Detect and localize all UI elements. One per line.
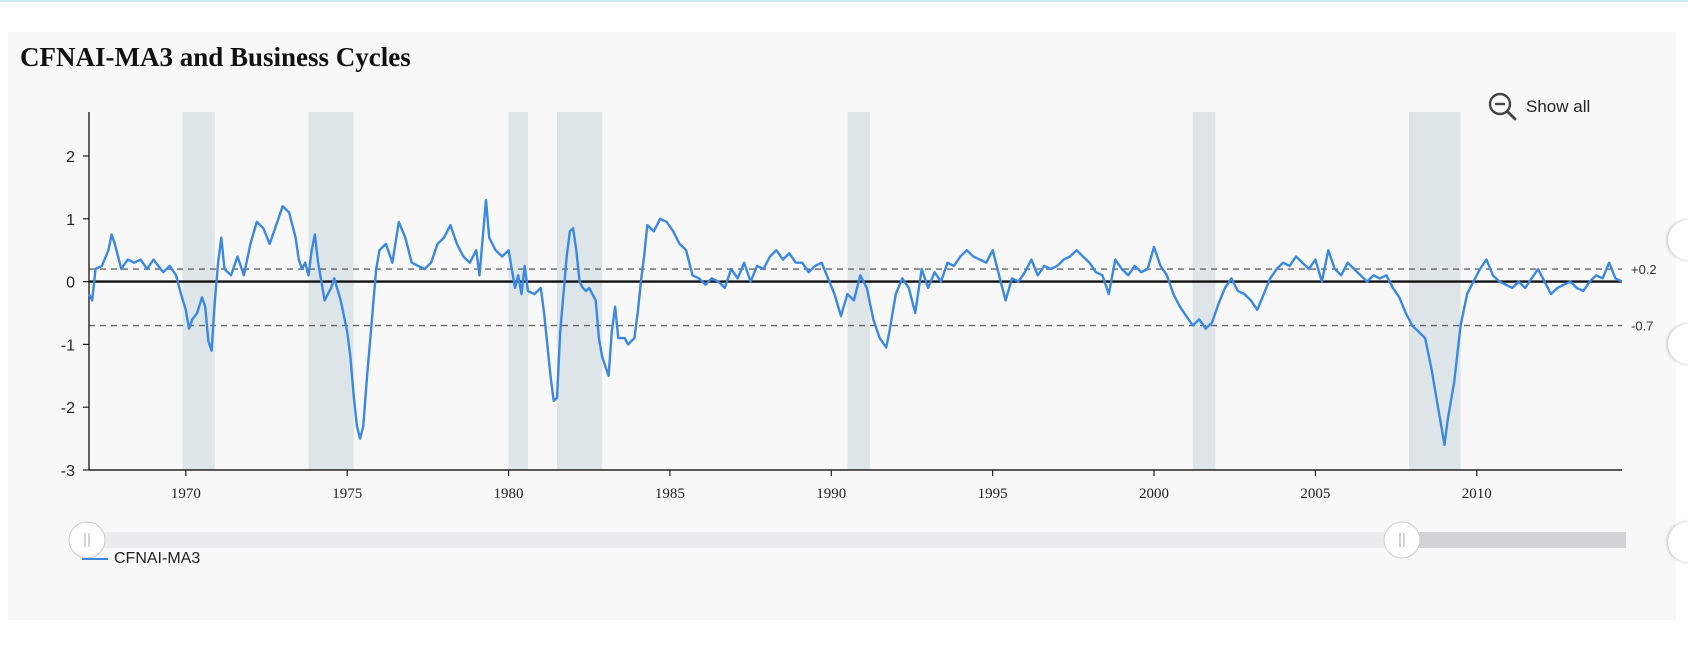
recession-band: [182, 112, 215, 470]
x-tick-label: 2005: [1300, 486, 1330, 502]
y-tick-label: -3: [61, 463, 75, 480]
x-tick-label: 1980: [494, 486, 524, 502]
slider-track: [87, 532, 1626, 548]
x-tick-label: 1990: [816, 486, 846, 502]
slider-handle-right[interactable]: [1383, 521, 1421, 559]
x-tick-label: 1970: [171, 486, 201, 502]
x-tick-label: 2010: [1462, 486, 1492, 502]
legend-item-cfnai-ma3[interactable]: CFNAI-MA3: [82, 550, 200, 568]
axes: 2 1 0 -1 -2 -3 1970 1975 1980 1985 1990 1995 2000 200…: [61, 112, 1622, 502]
recession-bands: [182, 112, 1461, 470]
x-tick-label: 2000: [1139, 486, 1169, 502]
x-tick-label: 1985: [655, 486, 685, 502]
recession-band: [847, 112, 871, 470]
recession-band: [508, 112, 528, 470]
y-tick-label: 1: [66, 212, 75, 229]
y-tick-label: -2: [61, 400, 75, 417]
recession-band: [1408, 112, 1461, 470]
show-all-button[interactable]: Show all: [1488, 92, 1590, 122]
top-divider: [0, 0, 1688, 2]
threshold-label: -0.7: [1631, 319, 1653, 334]
recession-band: [1192, 112, 1216, 470]
threshold-label: +0.2: [1631, 262, 1657, 277]
y-tick-label: 2: [66, 149, 75, 166]
x-tick-label: 1995: [978, 486, 1008, 502]
series-line-cfnai-ma3: [87, 198, 1623, 447]
x-tick-label: 1975: [332, 486, 362, 502]
legend-label: CFNAI-MA3: [114, 550, 201, 567]
zoom-out-icon: [1488, 92, 1517, 121]
legend-swatch: [82, 558, 108, 560]
y-tick-label: -1: [61, 337, 75, 354]
recession-band: [308, 112, 354, 470]
y-tick-label: 0: [66, 275, 75, 292]
right-edge-handle-bottom[interactable]: [1668, 522, 1688, 562]
right-edge-handle-upper[interactable]: [1668, 220, 1688, 260]
right-edge-handle-lower[interactable]: [1668, 324, 1688, 364]
series-layer: [87, 198, 1623, 447]
slider-unselected-range: [1402, 532, 1626, 548]
slider-handle-knob: [1383, 521, 1421, 559]
show-all-label: Show all: [1526, 97, 1591, 116]
chart-title: CFNAI-MA3 and Business Cycles: [20, 42, 411, 72]
range-slider[interactable]: [68, 521, 1626, 559]
